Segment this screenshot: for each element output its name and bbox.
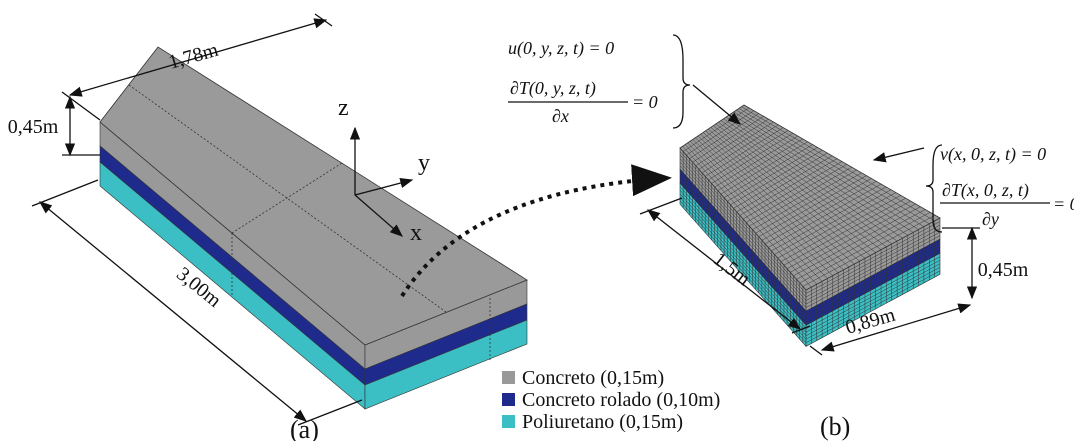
legend-label: Poliuretano (0,15m) [522,411,683,433]
ext-line [62,92,100,120]
slab-a [100,47,527,409]
equation: = 0 [1053,194,1074,214]
ext-line [810,346,822,355]
axis-label: x [410,220,422,246]
figure: 1,78m 0,45m 3,00m z y x (a) (b) 1,5m 0,8… [0,0,1074,441]
dim-label: 0,45m [978,259,1029,281]
ext-line [640,198,682,214]
ext-line [315,14,332,26]
dim-label: 0,45m [8,116,59,138]
ext-line [32,180,98,206]
equation: ∂y [982,209,999,229]
legend-swatch [502,393,515,406]
dim-label: 1,78m [166,39,221,74]
equation: = 0 [632,92,658,112]
equation: u(0, y, z, t) = 0 [508,38,614,59]
axis-label: y [418,150,430,176]
panel-label: (a) [290,415,319,441]
equation: ∂T(0, y, z, t) [510,78,596,99]
equation: ∂x [552,106,569,126]
legend-label: Concreto rolado (0,10m) [522,389,720,411]
slab-b [680,105,940,346]
panel-label: (b) [820,412,850,441]
pointer [693,85,740,124]
legend-swatch [502,415,515,428]
axis-label: z [338,95,349,121]
brace [673,35,690,128]
equation: ∂T(x, 0, z, t) [942,180,1029,201]
pointer [874,148,924,160]
legend: Concreto (0,15m)Concreto rolado (0,10m)P… [502,367,720,433]
equation: v(x, 0, z, t) = 0 [940,144,1046,165]
legend-swatch [502,371,515,384]
legend-label: Concreto (0,15m) [522,367,664,389]
